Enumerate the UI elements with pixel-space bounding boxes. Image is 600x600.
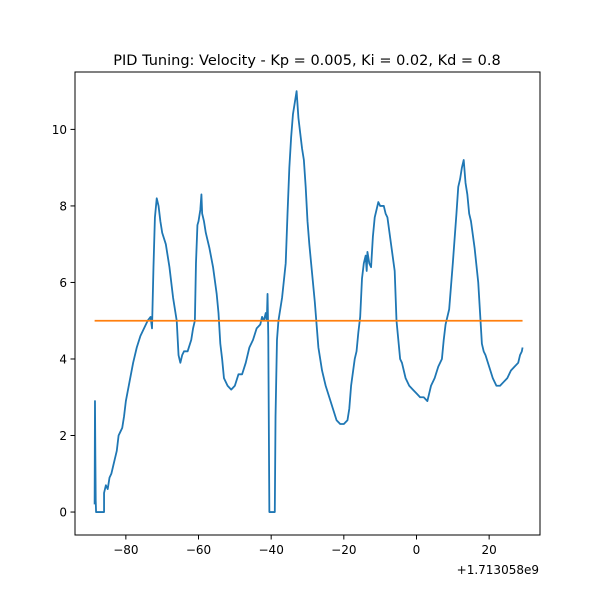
y-tick-label: 10 (52, 123, 67, 137)
x-tick-label: −60 (186, 543, 211, 557)
x-tick-label: −40 (259, 543, 284, 557)
y-tick-label: 2 (59, 429, 67, 443)
x-axis-offset-label: +1.713058e9 (457, 563, 539, 577)
series-line-1 (93, 90, 524, 513)
y-tick-label: 8 (59, 199, 67, 213)
y-tick-label: 6 (59, 276, 67, 290)
plot-area (93, 90, 524, 513)
x-tick-label: −80 (113, 543, 138, 557)
axes-frame (74, 71, 541, 536)
chart-title: PID Tuning: Velocity - Kp = 0.005, Ki = … (113, 53, 500, 69)
x-tick-label: −20 (331, 543, 356, 557)
x-tick-label: 0 (413, 543, 421, 557)
y-tick-label: 4 (59, 352, 67, 366)
x-tick-label: 20 (482, 543, 497, 557)
y-tick-label: 0 (59, 506, 67, 520)
axes: −80 −60 −40 −20 0 20 0 2 4 6 8 10 (52, 71, 541, 557)
